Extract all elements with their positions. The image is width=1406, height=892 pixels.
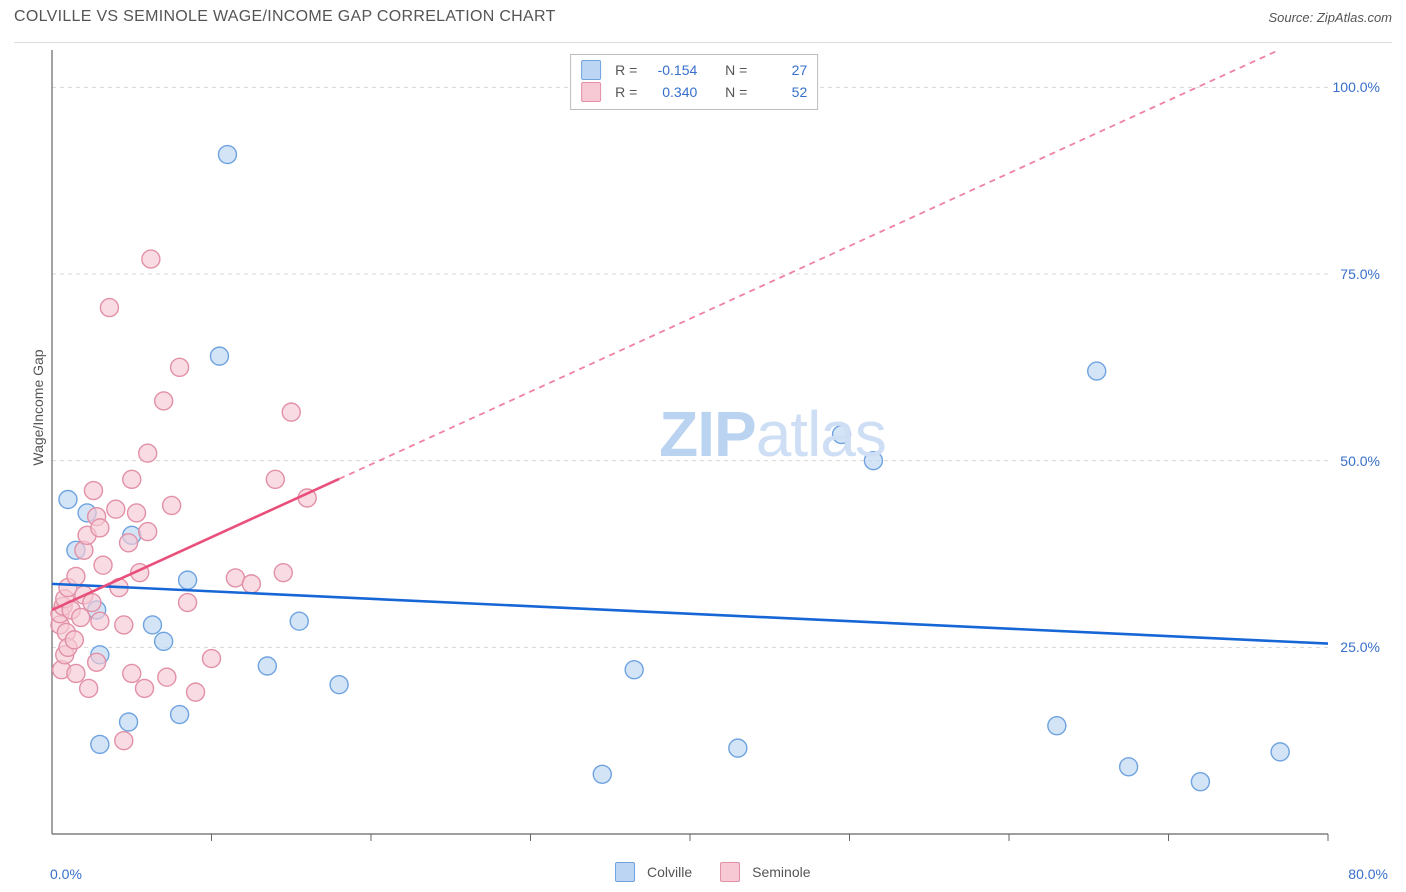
x-axis-min: 0.0% [50, 866, 82, 882]
colville-swatch [581, 60, 601, 80]
series-legend: Colville Seminole [615, 862, 811, 882]
seminole-swatch-bottom [720, 862, 740, 882]
y-tick-label: 100.0% [1333, 79, 1380, 95]
scatter-plot [50, 48, 1388, 852]
colville-swatch-bottom [615, 862, 635, 882]
y-tick-label: 50.0% [1340, 453, 1380, 469]
y-axis-label: Wage/Income Gap [30, 349, 46, 465]
chart-source: Source: ZipAtlas.com [1268, 10, 1392, 25]
y-tick-label: 75.0% [1340, 266, 1380, 282]
seminole-swatch [581, 82, 601, 102]
legend-label: Colville [647, 864, 692, 880]
legend-item-colville: Colville [615, 862, 692, 882]
x-axis-max: 80.0% [1348, 866, 1388, 882]
legend-item-seminole: Seminole [720, 862, 810, 882]
legend-row-colville: R = -0.154 N = 27 [581, 59, 807, 81]
legend-label: Seminole [752, 864, 810, 880]
plot-area: ZIPatlas R = -0.154 N = 27 R = 0.340 N =… [50, 48, 1388, 852]
legend-row-seminole: R = 0.340 N = 52 [581, 81, 807, 103]
chart-title: COLVILLE VS SEMINOLE WAGE/INCOME GAP COR… [14, 8, 556, 25]
y-tick-label: 25.0% [1340, 639, 1380, 655]
chart-header: COLVILLE VS SEMINOLE WAGE/INCOME GAP COR… [14, 8, 1392, 43]
correlation-legend: R = -0.154 N = 27 R = 0.340 N = 52 [570, 54, 818, 110]
